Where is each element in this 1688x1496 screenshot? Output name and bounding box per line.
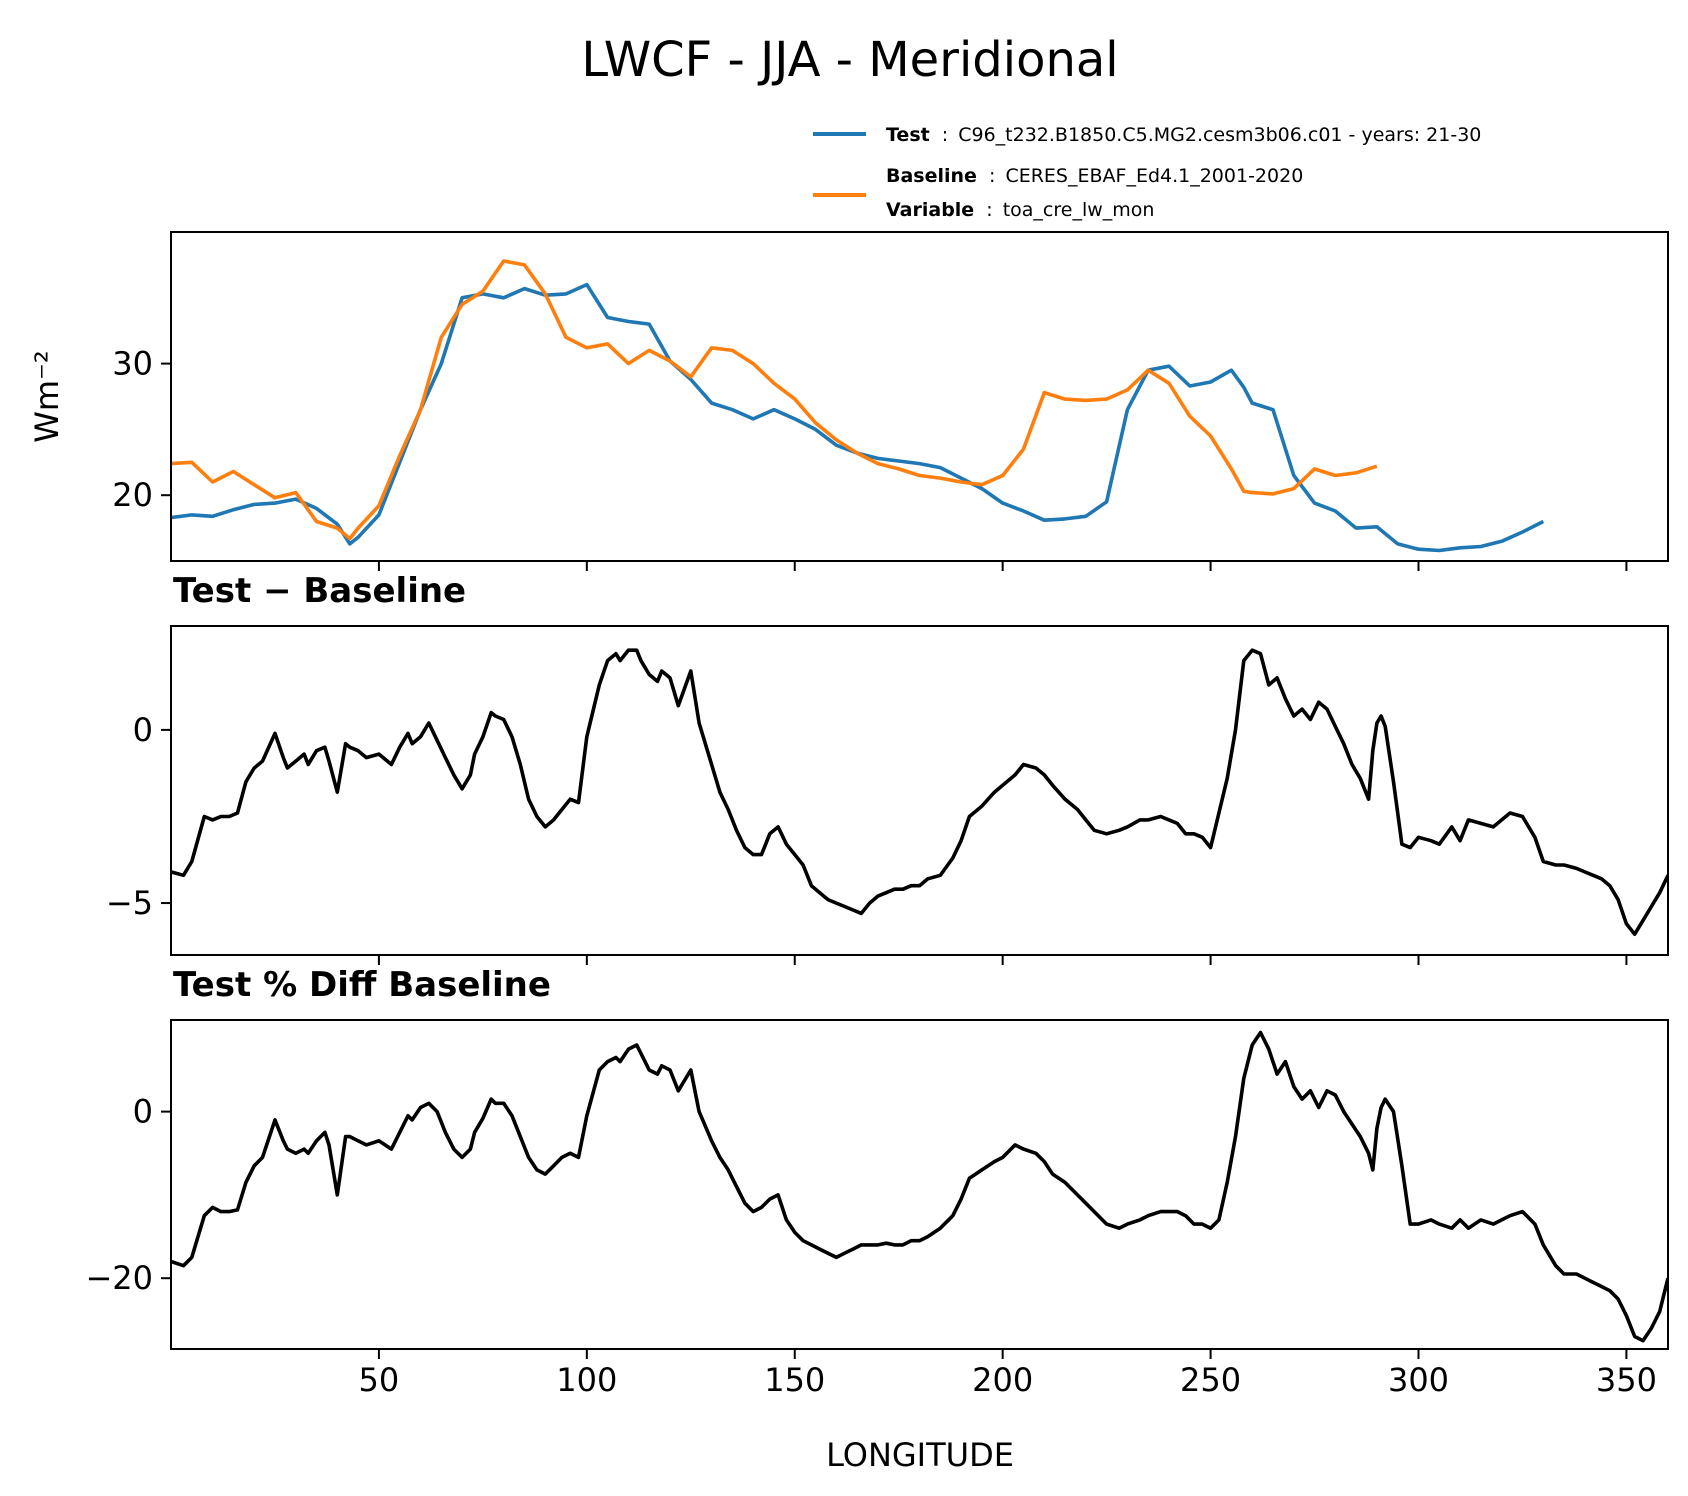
y-tick-label: 0 (133, 1093, 153, 1131)
series-line-difference (171, 648, 1668, 937)
legend-baseline-value: CERES_EBAF_Ed4.1_2001-2020 (1005, 165, 1303, 187)
panels: 20 30 Wm⁻² 0 −5 Test − Baseline 50 100 150 200 250… (28, 231, 1669, 1399)
y-tick-label: 20 (112, 476, 153, 514)
y-axis-label: Wm⁻² (28, 350, 66, 443)
series-group (171, 259, 1545, 553)
legend: Test : C96_t232.B1850.C5.MG2.cesm3b06.c0… (813, 124, 1481, 221)
panel-3: 50 100 150 200 250 300 350 0 −20 Test % Diff Base… (85, 965, 1669, 1399)
x-tick-label: 100 (556, 1361, 617, 1399)
x-tick-label: 50 (359, 1361, 400, 1399)
subplot-title: Test % Diff Baseline (173, 965, 551, 1005)
panel-2: 0 −5 Test − Baseline (106, 571, 1669, 965)
legend-baseline-entry: Baseline : CERES_EBAF_Ed4.1_2001-2020 (886, 165, 1303, 187)
x-tick-label: 150 (764, 1361, 825, 1399)
legend-variable-key: Variable (886, 199, 974, 221)
subplot-title: Test − Baseline (173, 571, 466, 611)
legend-variable-value: toa_cre_lw_mon (1003, 199, 1155, 221)
x-tick-label: 300 (1388, 1361, 1449, 1399)
legend-separator: : (986, 199, 992, 221)
y-tick-label: −5 (106, 884, 153, 922)
legend-separator: : (942, 124, 948, 146)
x-tick-label: 350 (1596, 1361, 1657, 1399)
panel-1: 20 30 Wm⁻² (28, 231, 1669, 571)
axes-frame (170, 625, 1669, 956)
figure-title: LWCF - JJA - Meridional (581, 32, 1118, 88)
series-group (171, 648, 1668, 937)
axes-frame (170, 231, 1669, 562)
legend-test-key: Test (886, 124, 930, 146)
x-tick-label: 200 (972, 1361, 1033, 1399)
y-tick-label: −20 (85, 1259, 153, 1297)
legend-test-value: C96_t232.B1850.C5.MG2.cesm3b06.c01 - yea… (958, 124, 1481, 146)
axes-frame (170, 1019, 1669, 1350)
legend-variable-entry: Variable : toa_cre_lw_mon (886, 199, 1154, 221)
legend-test-entry: Test : C96_t232.B1850.C5.MG2.cesm3b06.c0… (886, 124, 1481, 146)
y-tick-label: 30 (112, 345, 153, 383)
y-tick-label: 0 (133, 711, 153, 749)
series-line-difference (171, 1030, 1668, 1343)
legend-separator: : (989, 165, 995, 187)
legend-baseline-key: Baseline (886, 165, 977, 187)
x-tick-label: 250 (1180, 1361, 1241, 1399)
series-line-baseline (171, 259, 1378, 541)
series-group (171, 1030, 1668, 1343)
x-axis-label: LONGITUDE (826, 1436, 1014, 1474)
